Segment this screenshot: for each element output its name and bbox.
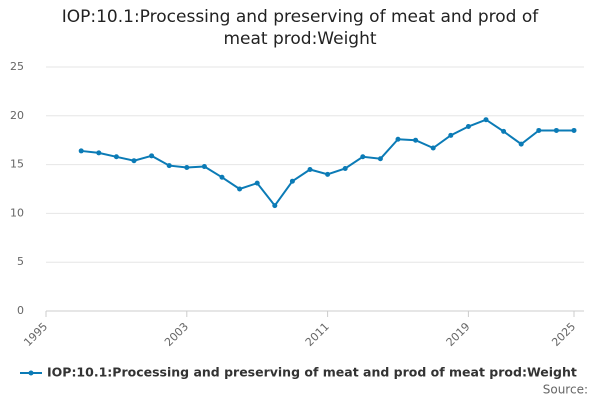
point [448,132,454,138]
series-line [81,118,574,208]
legend-marker [28,370,34,376]
y-tick-label: 10 [10,206,24,219]
y-tick-label: 5 [17,255,24,268]
legend-label: IOP:10.1:Processing and preserving of me… [47,365,577,380]
point [377,156,383,162]
x-tick-label: 2003 [162,320,191,349]
point [131,158,137,164]
point [325,171,331,177]
point [149,153,155,159]
point [113,154,119,160]
point [166,163,172,169]
point [237,186,243,192]
chart-title: IOP:10.1:Processing and preserving of me… [61,7,539,49]
point [272,203,278,209]
point [184,165,190,171]
y-tick-label: 0 [17,304,24,317]
x-tick-label: 2019 [444,320,473,349]
point [254,180,260,186]
x-tick-label: 2025 [549,320,578,349]
point [219,174,225,180]
x-tick-label: 1995 [21,320,50,349]
point [78,148,84,154]
point [395,136,401,142]
point [201,164,207,170]
y-tick-label: 15 [10,158,24,171]
point [501,128,507,134]
point [518,141,524,147]
source: Source: [543,383,588,397]
point [483,117,489,123]
point [430,145,436,151]
point [96,150,102,156]
point [536,127,542,133]
x-tick-label: 2011 [303,320,332,349]
point [342,166,348,172]
point [571,127,577,133]
point [360,154,366,160]
y-tick-label: 20 [10,109,24,122]
point [553,127,559,133]
point [413,137,419,143]
point [307,166,313,172]
y-tick-label: 25 [10,60,24,73]
point [465,124,471,130]
point [289,178,295,184]
